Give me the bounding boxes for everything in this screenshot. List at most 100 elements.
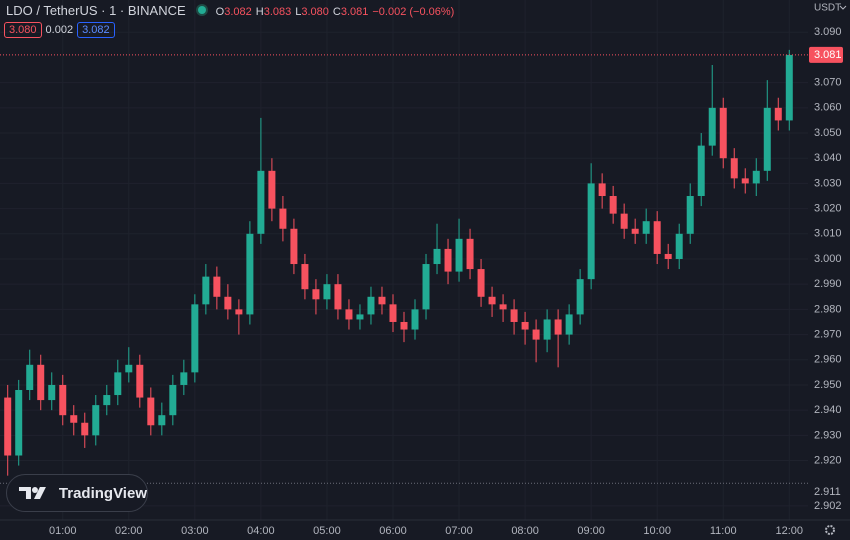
open-value: 3.082 <box>224 6 252 18</box>
candle-body <box>741 178 749 184</box>
close-label: C <box>332 6 341 18</box>
close-value: 3.081 <box>340 6 369 18</box>
candle-body <box>114 372 122 396</box>
change: −0.002 (−0.06%) <box>372 6 455 18</box>
axis-unit: USDT <box>814 3 841 14</box>
candle-body <box>400 321 408 330</box>
x-tick-label: 01:00 <box>49 525 77 537</box>
candle-body <box>356 314 364 320</box>
x-tick-label: 09:00 <box>577 525 605 537</box>
candle-body <box>169 384 177 416</box>
candle-body <box>774 107 782 121</box>
x-tick-label: 10:00 <box>643 525 671 537</box>
y-tick-label: 2.940 <box>814 404 842 416</box>
y-tick-label: 2.902 <box>814 500 842 512</box>
y-tick-label: 3.020 <box>814 203 842 215</box>
candle-body <box>158 415 166 426</box>
candle-body <box>609 196 617 214</box>
last-price-tag <box>809 46 843 63</box>
candle-body <box>301 264 309 290</box>
candle-body <box>697 145 705 197</box>
low-line-label: 2.911 <box>814 486 841 498</box>
candle-body <box>378 296 386 305</box>
candle-body <box>4 397 12 456</box>
x-tick-label: 12:00 <box>776 525 804 537</box>
open-label: O <box>215 6 225 18</box>
candle-body <box>224 296 232 310</box>
y-tick-label: 3.000 <box>814 253 842 265</box>
y-tick-label: 2.930 <box>814 429 842 441</box>
candle-body <box>488 296 496 305</box>
candle-body <box>532 329 540 340</box>
candle-body <box>125 364 133 373</box>
x-tick-label: 02:00 <box>115 525 143 537</box>
spread: 0.002 <box>45 24 74 36</box>
candle-body <box>708 107 716 146</box>
candle-body <box>719 107 727 159</box>
candle-body <box>752 170 760 184</box>
candle-body <box>70 415 78 423</box>
candle-body <box>323 284 331 300</box>
candle-body <box>147 397 155 426</box>
candle-body <box>367 296 375 315</box>
buy-price[interactable]: 3.082 <box>77 22 115 38</box>
y-tick-label: 3.010 <box>814 228 842 240</box>
x-tick-label: 08:00 <box>511 525 539 537</box>
candle-body <box>290 228 298 265</box>
candle-body <box>59 384 67 416</box>
watermark[interactable]: TradingView <box>6 474 148 512</box>
candle-body <box>785 54 793 121</box>
y-tick-label: 3.030 <box>814 177 842 189</box>
candle-body <box>620 213 628 229</box>
candle-body <box>554 319 562 335</box>
candle-body <box>675 233 683 259</box>
candle-body <box>345 309 353 320</box>
symbol[interactable]: LDO / TetherUS · 1 · BINANCE <box>6 3 186 18</box>
candle-body <box>631 228 639 234</box>
x-tick-label: 07:00 <box>445 525 473 537</box>
last-price-label: 3.081 <box>814 49 842 61</box>
candle-body <box>565 314 573 335</box>
y-tick-label: 2.990 <box>814 278 842 290</box>
candle-body <box>642 221 650 234</box>
candle-body <box>444 248 452 272</box>
logo-icon <box>18 487 46 499</box>
candle-body <box>499 304 507 310</box>
legend: LDO / TetherUS · 1 · BINANCE O3.082 H3.083… <box>6 3 458 18</box>
candle-body <box>664 253 672 259</box>
candle-body <box>730 158 738 179</box>
candle-body <box>180 372 188 385</box>
y-tick-label: 2.980 <box>814 303 842 315</box>
candle-body <box>15 390 23 456</box>
candle-body <box>543 319 551 340</box>
logo-text: TradingView <box>58 484 147 502</box>
candle-body <box>334 284 342 310</box>
x-tick-label: 04:00 <box>247 525 275 537</box>
candle-body <box>686 196 694 234</box>
candle-body <box>246 233 254 315</box>
candle-body <box>81 422 89 436</box>
candle-body <box>763 107 771 171</box>
x-tick-label: 05:00 <box>313 525 341 537</box>
sell-price[interactable]: 3.080 <box>4 22 42 38</box>
candle-body <box>510 309 518 322</box>
candle-body <box>587 183 595 280</box>
y-tick-label: 2.920 <box>814 454 842 466</box>
y-tick-label: 2.970 <box>814 328 842 340</box>
high-value: 3.083 <box>263 6 292 18</box>
x-tick-label: 06:00 <box>379 525 407 537</box>
candle-body <box>235 309 243 315</box>
status-dot <box>197 6 206 14</box>
y-tick-label: 3.070 <box>814 77 842 89</box>
candle-body <box>312 289 320 300</box>
candle-body <box>136 364 144 398</box>
candle-body <box>598 183 606 197</box>
y-tick-label: 3.060 <box>814 102 842 114</box>
candle-body <box>48 384 56 401</box>
candle-body <box>279 208 287 229</box>
x-tick-label: 11:00 <box>710 525 737 537</box>
candle-body <box>257 170 265 234</box>
candle-body <box>202 276 210 305</box>
candle-body <box>26 364 34 390</box>
y-tick-label: 2.960 <box>814 354 842 366</box>
